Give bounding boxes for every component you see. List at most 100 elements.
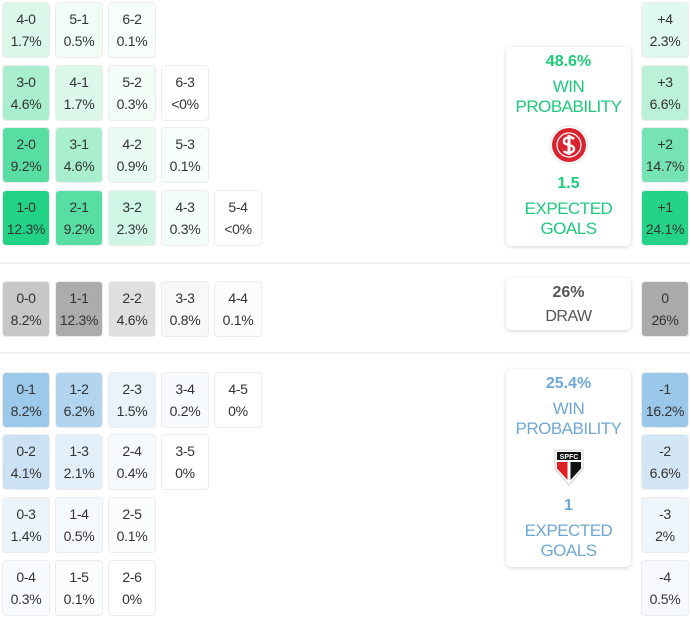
- home-margin-cell: +4 2.3%: [641, 2, 689, 58]
- cell-probability: 4.6%: [10, 96, 42, 112]
- home-win-probability: 48.6%: [545, 53, 592, 70]
- home-score-cell: 4-0 1.7%: [2, 2, 50, 58]
- away-margin-cell: -3 2%: [641, 497, 689, 553]
- cell-probability: 12.3%: [6, 221, 46, 237]
- cell-probability: 4.6%: [63, 158, 95, 174]
- cell-probability: 1.5%: [116, 403, 148, 419]
- cell-probability: 9.2%: [63, 221, 95, 237]
- cell-score: +1: [657, 199, 673, 215]
- home-score-cell: 3-0 4.6%: [2, 65, 50, 121]
- away-summary-card: 25.4% WIN PROBABILITY SPFC 1 EXPECTED GO…: [506, 369, 631, 567]
- away-win-label-2: PROBABILITY: [515, 419, 622, 438]
- home-score-cell: 2-0 9.2%: [2, 127, 50, 183]
- away-score-cell: 0-3 1.4%: [2, 497, 50, 553]
- cell-score: 2-6: [122, 569, 142, 585]
- cell-score: 3-5: [175, 443, 195, 459]
- home-score-cell: 1-0 12.3%: [2, 190, 50, 246]
- cell-probability: 0.1%: [116, 33, 148, 49]
- cell-score: 5-1: [69, 11, 89, 27]
- cell-score: 2-4: [122, 443, 142, 459]
- cell-score: 0: [661, 290, 669, 306]
- cell-probability: 0%: [175, 465, 195, 481]
- away-score-cell: 3-4 0.2%: [161, 372, 209, 428]
- cell-probability: 24.1%: [645, 221, 685, 237]
- cell-score: 4-2: [122, 136, 142, 152]
- spfc-crest-icon: SPFC: [554, 449, 583, 486]
- cell-score: 3-2: [122, 199, 142, 215]
- divider-bottom: [0, 352, 690, 354]
- away-score-cell: 4-5 0%: [214, 372, 262, 428]
- away-margin-cell: -1 16.2%: [641, 372, 689, 428]
- cell-probability: 0.1%: [169, 158, 201, 174]
- cell-probability: 0.1%: [116, 528, 148, 544]
- cell-score: +4: [657, 11, 673, 27]
- cell-probability: 0.2%: [169, 403, 201, 419]
- cell-probability: 0.5%: [63, 33, 95, 49]
- cell-probability: 4.1%: [10, 465, 42, 481]
- cell-score: +2: [657, 136, 673, 152]
- away-expected-goals: 1: [564, 497, 573, 514]
- home-score-cell: 5-1 0.5%: [55, 2, 103, 58]
- cell-score: 0-4: [16, 569, 36, 585]
- cell-score: 4-0: [16, 11, 36, 27]
- cell-score: 5-4: [228, 199, 248, 215]
- cell-score: 3-0: [16, 74, 36, 90]
- cell-probability: 6.6%: [649, 465, 681, 481]
- cell-probability: 0.1%: [222, 312, 254, 328]
- draw-score-cell: 3-3 0.8%: [161, 281, 209, 337]
- cell-probability: 0.9%: [116, 158, 148, 174]
- cell-probability: 0%: [122, 591, 142, 607]
- cell-probability: 6.2%: [63, 403, 95, 419]
- home-summary-card: 48.6% WIN PROBABILITY 1.5 EXPECTED GOALS: [506, 47, 631, 246]
- away-win-probability: 25.4%: [545, 375, 592, 392]
- home-score-cell: 6-2 0.1%: [108, 2, 156, 58]
- home-score-cell: 4-3 0.3%: [161, 190, 209, 246]
- svg-text:SPFC: SPFC: [559, 454, 578, 461]
- cell-probability: 0.4%: [116, 465, 148, 481]
- draw-score-cell: 0-0 8.2%: [2, 281, 50, 337]
- home-expected-goals: 1.5: [557, 175, 580, 192]
- home-score-cell: 3-1 4.6%: [55, 127, 103, 183]
- cell-score: 4-3: [175, 199, 195, 215]
- cell-score: 6-2: [122, 11, 142, 27]
- cell-probability: 1.7%: [63, 96, 95, 112]
- cell-probability: 8.2%: [10, 403, 42, 419]
- draw-summary-card: 26% DRAW: [506, 278, 631, 330]
- cell-probability: 26%: [651, 312, 679, 328]
- cell-probability: 2.3%: [649, 33, 681, 49]
- away-score-cell: 1-4 0.5%: [55, 497, 103, 553]
- draw-score-cell: 1-1 12.3%: [55, 281, 103, 337]
- cell-probability: 16.2%: [645, 403, 685, 419]
- cell-score: 0-2: [16, 443, 36, 459]
- cell-probability: 2.1%: [63, 465, 95, 481]
- cell-probability: 14.7%: [645, 158, 685, 174]
- away-xg-label-2: GOALS: [540, 541, 597, 560]
- draw-label: DRAW: [545, 308, 592, 325]
- home-score-cell: 5-3 0.1%: [161, 127, 209, 183]
- cell-score: 3-3: [175, 290, 195, 306]
- cell-score: 3-1: [69, 136, 89, 152]
- away-score-cell: 2-6 0%: [108, 560, 156, 616]
- cell-probability: 0.1%: [63, 591, 95, 607]
- cell-score: 1-2: [69, 381, 89, 397]
- cell-score: 5-2: [122, 74, 142, 90]
- cell-score: 2-1: [69, 199, 89, 215]
- cell-score: +3: [657, 74, 673, 90]
- away-score-cell: 2-3 1.5%: [108, 372, 156, 428]
- cell-score: 1-0: [16, 199, 36, 215]
- cell-probability: <0%: [224, 221, 252, 237]
- home-win-label-1: WIN: [552, 77, 585, 96]
- home-score-cell: 2-1 9.2%: [55, 190, 103, 246]
- cell-score: 4-1: [69, 74, 89, 90]
- away-score-cell: 1-3 2.1%: [55, 434, 103, 490]
- draw-score-cell: 2-2 4.6%: [108, 281, 156, 337]
- home-margin-cell: +1 24.1%: [641, 190, 689, 246]
- away-margin-cell: -2 6.6%: [641, 434, 689, 490]
- cell-score: 4-5: [228, 381, 248, 397]
- cell-probability: 6.6%: [649, 96, 681, 112]
- cell-score: 6-3: [175, 74, 195, 90]
- cell-probability: 1.7%: [10, 33, 42, 49]
- away-score-cell: 0-2 4.1%: [2, 434, 50, 490]
- draw-probability: 26%: [552, 284, 585, 301]
- cell-score: 1-3: [69, 443, 89, 459]
